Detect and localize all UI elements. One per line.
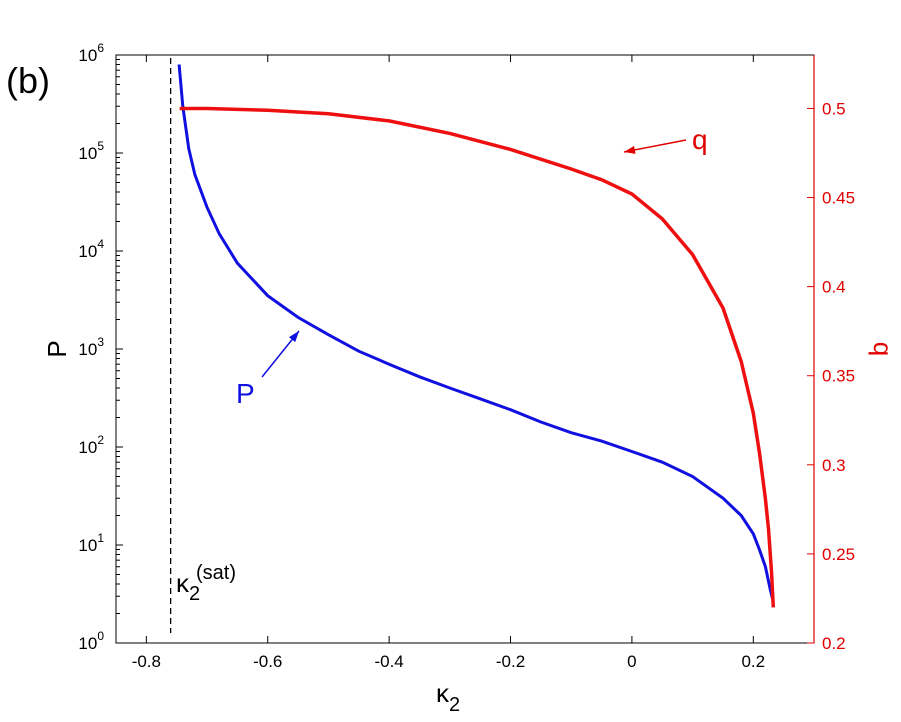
x-axis-title-base: κ [436,678,450,708]
x-axis-title: κ2 [436,678,460,716]
y-right-tick-label: 0.45 [822,189,855,208]
x-tick-label: -0.4 [374,652,403,671]
x-axis-title-sub: 2 [449,694,460,716]
saturation-label-sup: (sat) [196,562,236,584]
y-axis-right-title: q [868,342,898,356]
y-left-tick-label: 105 [78,139,104,163]
q-annotation-label: q [692,124,708,155]
y-right-tick-label: 0.4 [822,278,846,297]
ticks-layer: -0.8 -0.6 -0.4 -0.2 0 0.2 100 101 102 103 104 105 10… [78,41,855,671]
y-right-tick-label: 0.25 [822,545,855,564]
panel-label: (b) [6,60,50,101]
y-right-tick-label: 0.3 [822,456,846,475]
saturation-label-sub: 2 [189,583,200,605]
y-right-tick-label: 0.35 [822,367,855,386]
P-annotation-label: P [236,378,255,409]
q-annotation-arrow-head [624,145,636,154]
series-layer [169,58,776,633]
y-left-tick-label: 104 [78,237,104,261]
y-right-tick-label: 0.2 [822,634,846,653]
y-left-tick-label: 100 [78,629,104,653]
series-line-q [179,106,776,608]
y-left-tick-label: 106 [78,41,104,65]
y-right-tick-label: 0.5 [822,99,846,118]
x-tick-label: 0 [627,652,636,671]
y-left-tick-label: 101 [78,531,104,555]
y-axis-left-title: P [42,340,72,357]
saturation-label: κ2(sat) [176,562,236,605]
y-left-tick-label: 102 [78,433,104,457]
x-tick-label: -0.6 [253,652,282,671]
P-annotation-arrow-head [288,331,299,343]
x-tick-label: -0.8 [132,652,161,671]
annotation-layer: qP [236,124,708,409]
x-tick-label: -0.2 [496,652,525,671]
x-tick-label: 0.2 [741,652,765,671]
series-line-P [177,64,775,600]
y-left-tick-label: 103 [78,335,104,359]
plot-area [115,54,815,644]
saturation-label-base: κ [176,568,190,598]
